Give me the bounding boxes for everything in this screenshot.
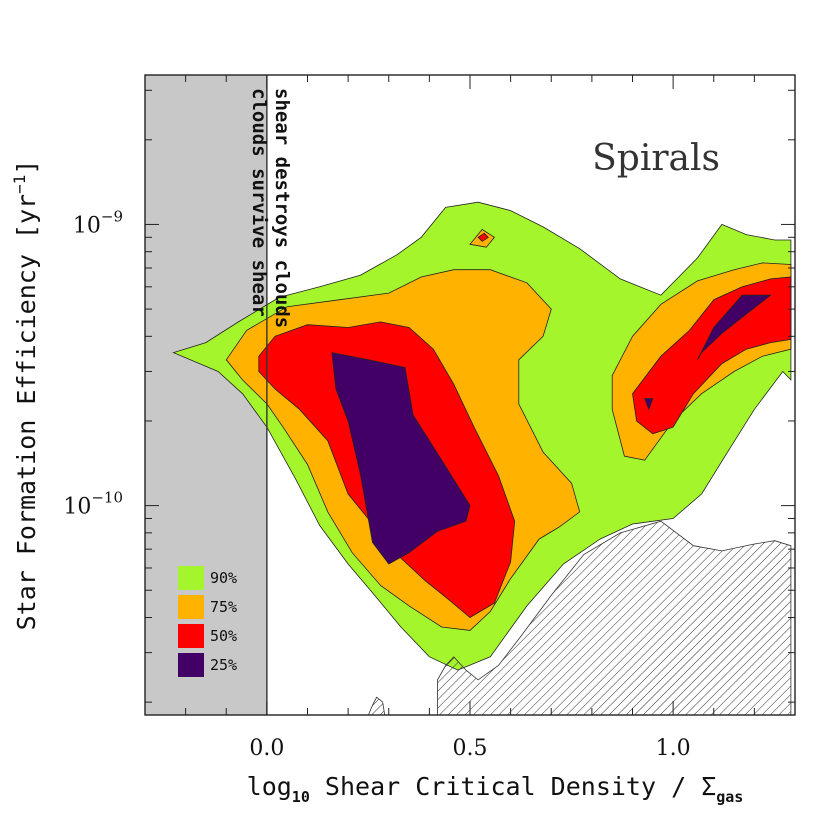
y-axis-title-end: ]	[12, 160, 41, 175]
annotation-group: shear destroys clouds clouds survive she…	[248, 88, 293, 328]
annotation-clouds-survive: clouds survive shear	[248, 88, 270, 317]
y-axis-title: Star Formation Efficiency [yr−1]	[10, 160, 41, 631]
x-tick-label: 0.5	[453, 736, 488, 761]
legend-swatch	[178, 653, 204, 677]
contour-region-25pct-1	[697, 294, 772, 360]
legend-swatch	[178, 595, 204, 619]
x-tick-label: 1.0	[656, 736, 691, 761]
y-tick-label: 10−10	[63, 489, 123, 520]
hatched-region-0	[437, 520, 792, 715]
x-axis-title-sub2: gas	[716, 788, 743, 806]
contour-region-50pct-2	[477, 232, 489, 242]
x-axis-title-rest: Shear Critical Density / Σ	[310, 772, 716, 801]
x-axis-title: log10 Shear Critical Density / Σgas	[247, 772, 744, 806]
legend-swatch	[178, 566, 204, 590]
contour-region-50pct-1	[632, 276, 792, 435]
y-axis-title-main: Star Formation Efficiency [yr	[12, 194, 41, 631]
legend-label: 25%	[210, 656, 237, 674]
legend-label: 75%	[210, 598, 237, 616]
annotation-shear-destroys: shear destroys clouds	[271, 88, 293, 328]
legend-label: 90%	[210, 569, 237, 587]
panel-label: Spirals	[592, 138, 720, 179]
hatched-region-1	[367, 696, 386, 715]
contour-region-25pct-0	[331, 352, 471, 565]
y-tick-label: 10−9	[73, 207, 123, 238]
axis-ticks: 0.0 0.5 1.0 10−9 10−10	[63, 75, 796, 761]
x-axis-title-main: log	[247, 772, 292, 801]
y-axis-title-sup: −1	[10, 175, 29, 194]
x-axis-title-sub: 10	[292, 788, 310, 806]
legend-swatch	[178, 624, 204, 648]
x-tick-label: 0.0	[249, 736, 284, 761]
legend: 90% 75% 50% 25%	[178, 566, 237, 677]
legend-label: 50%	[210, 627, 237, 645]
contour-regions	[172, 201, 792, 671]
hatched-regions	[367, 520, 792, 715]
contour-region-25pct-2	[644, 398, 654, 411]
